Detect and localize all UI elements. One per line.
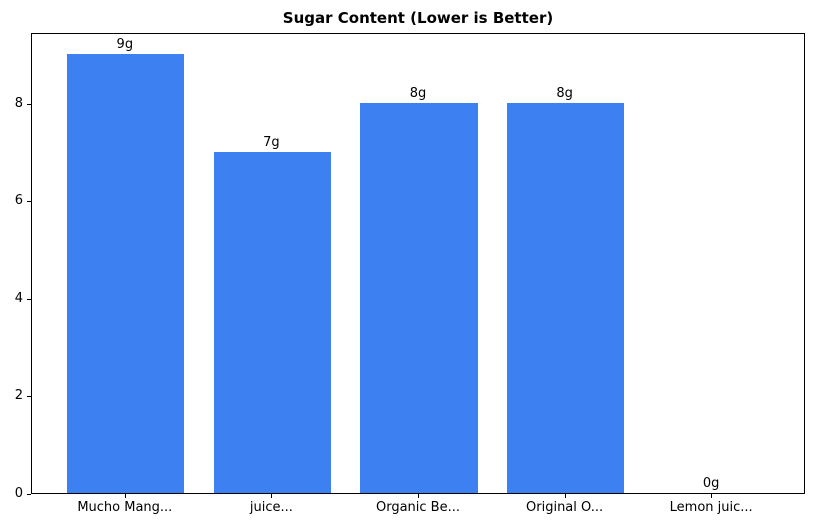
bar-1 (213, 151, 332, 493)
x-tick-label-0: Mucho Mang... (77, 500, 173, 515)
y-tick-label-0: 0 (14, 486, 23, 501)
bar-value-label-2: 8g (409, 85, 427, 101)
bar-2 (360, 102, 478, 493)
bar-0 (67, 53, 185, 493)
bar-value-label-3: 8g (556, 85, 573, 101)
bar-value-label-1: 7g (263, 134, 280, 150)
x-tick-mark-1 (271, 494, 273, 498)
y-tick-mark-4 (27, 103, 31, 105)
bar-value-label-4: 0g (702, 476, 720, 491)
x-tick-label-4: Lemon juic... (669, 500, 753, 515)
x-tick-mark-4 (711, 494, 713, 498)
y-tick-label-4: 8 (14, 95, 23, 111)
y-tick-label-1: 2 (14, 388, 23, 404)
y-tick-mark-0 (27, 494, 31, 495)
chart-title: Sugar Content (Lower is Better) (282, 9, 554, 27)
bar-value-label-0: 9g (116, 36, 134, 52)
x-tick-label-1: juice... (249, 500, 293, 515)
x-tick-mark-0 (124, 494, 126, 498)
x-tick-label-2: Organic Be... (375, 500, 460, 515)
x-tick-mark-2 (418, 494, 419, 498)
bar-3 (506, 102, 625, 493)
y-tick-label-3: 6 (14, 193, 23, 209)
y-tick-mark-2 (27, 298, 31, 300)
plot-area (31, 33, 805, 494)
y-tick-mark-1 (27, 396, 31, 398)
x-tick-mark-3 (564, 494, 566, 498)
y-tick-label-2: 4 (14, 290, 23, 306)
y-tick-mark-3 (27, 201, 31, 203)
x-tick-label-3: Original O... (526, 500, 604, 515)
